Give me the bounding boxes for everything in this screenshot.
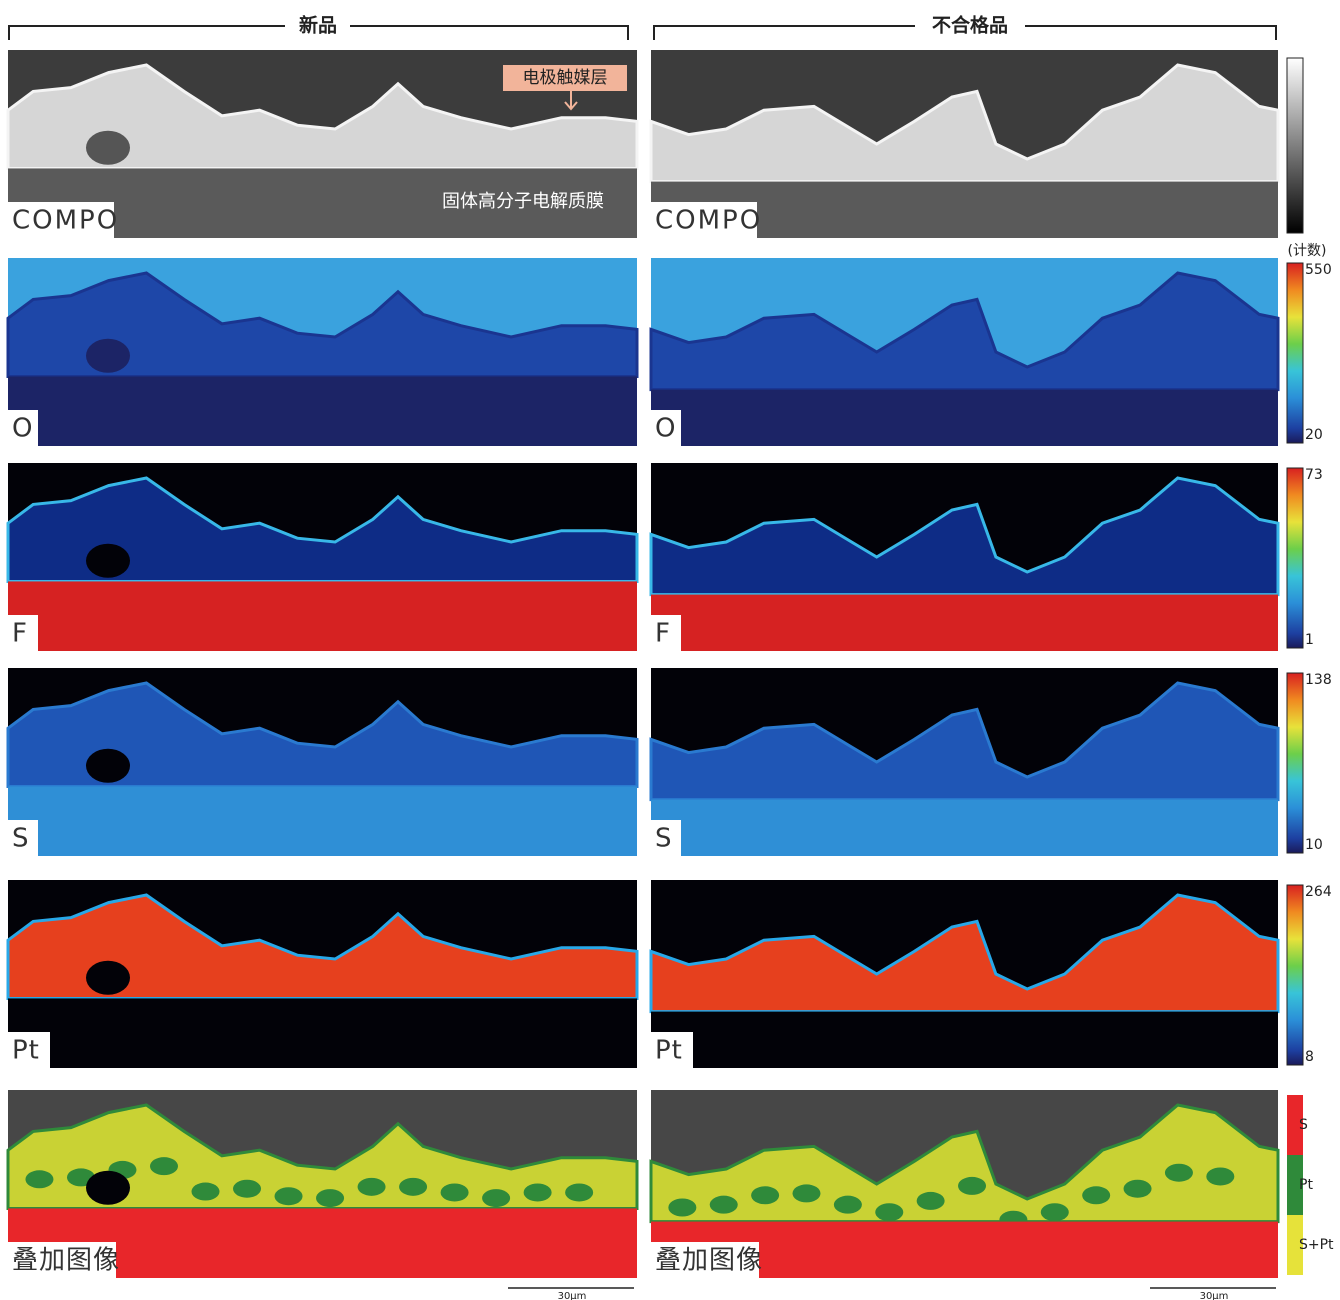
column-title: 新品 — [299, 14, 337, 37]
pt-region — [565, 1183, 593, 1201]
row-label: S — [12, 824, 30, 854]
membrane — [651, 800, 1278, 856]
pt-region — [358, 1178, 386, 1196]
pt-region — [316, 1189, 344, 1207]
pt-region — [875, 1203, 903, 1221]
row-label: COMPO — [655, 206, 762, 236]
pt-region — [524, 1183, 552, 1201]
pt-region — [917, 1192, 945, 1210]
pt-region — [1041, 1203, 1069, 1221]
pt-region — [710, 1196, 738, 1214]
colorbar — [1287, 468, 1303, 648]
colorbar — [1287, 885, 1303, 1065]
pt-region — [1082, 1186, 1110, 1204]
membrane — [651, 1012, 1278, 1068]
row-label: F — [12, 619, 28, 649]
colorbar — [1287, 263, 1303, 443]
pt-region — [192, 1183, 220, 1201]
scale-label: 30μm — [1200, 1291, 1229, 1300]
row-label: O — [655, 414, 676, 444]
membrane — [8, 998, 637, 1068]
colorbar-min: 1 — [1305, 632, 1314, 648]
colorbar-min: 8 — [1305, 1049, 1314, 1065]
row-label: 叠加图像 — [655, 1246, 763, 1276]
void — [86, 749, 130, 783]
pt-region — [399, 1178, 427, 1196]
pt-region — [958, 1177, 986, 1195]
row-label: Pt — [655, 1036, 683, 1066]
void — [86, 131, 130, 165]
colorbar-max: 550 — [1305, 262, 1332, 278]
figure: 新品 不合格品 COMPO COMPO O O 550 20 (计数) F F 73 1 S S 138 1… — [0, 0, 1340, 1300]
void — [86, 1171, 130, 1205]
colorbar-max: 138 — [1305, 672, 1332, 688]
colorbar — [1287, 58, 1303, 233]
membrane — [651, 390, 1278, 446]
scale-label: 30μm — [558, 1291, 587, 1300]
void — [86, 544, 130, 578]
row-label: 叠加图像 — [12, 1246, 120, 1276]
membrane — [8, 581, 637, 651]
pt-region — [441, 1183, 469, 1201]
row-label: Pt — [12, 1036, 40, 1066]
colorbar-unit: (计数) — [1288, 243, 1327, 259]
pt-region — [275, 1187, 303, 1205]
pt-region — [668, 1199, 696, 1217]
colorbar-min: 10 — [1305, 837, 1323, 853]
row-label: S — [655, 824, 673, 854]
membrane — [8, 786, 637, 856]
pt-region — [25, 1170, 53, 1188]
pt-region — [751, 1186, 779, 1204]
membrane — [651, 595, 1278, 651]
row-label: COMPO — [12, 206, 119, 236]
legend-label: S+Pt — [1299, 1237, 1334, 1253]
legend-label: S — [1299, 1117, 1308, 1133]
void — [86, 961, 130, 995]
colorbar-max: 73 — [1305, 467, 1323, 483]
membrane — [8, 376, 637, 446]
pt-region — [482, 1189, 510, 1207]
colorbar-min: 20 — [1305, 427, 1323, 443]
colorbar — [1287, 673, 1303, 853]
annotation: 固体高分子电解质膜 — [442, 191, 604, 212]
row-label: O — [12, 414, 33, 444]
colorbar-max: 264 — [1305, 884, 1332, 900]
pt-region — [233, 1180, 261, 1198]
pt-region — [150, 1157, 178, 1175]
pt-region — [834, 1196, 862, 1214]
pt-region — [792, 1184, 820, 1202]
legend-label: Pt — [1299, 1177, 1313, 1193]
pt-region — [1124, 1180, 1152, 1198]
pt-region — [1165, 1164, 1193, 1182]
column-title: 不合格品 — [932, 14, 1008, 37]
row-label: F — [655, 619, 671, 649]
annotation: 电极触媒层 — [523, 68, 608, 88]
pt-region — [1206, 1167, 1234, 1185]
void — [86, 339, 130, 373]
